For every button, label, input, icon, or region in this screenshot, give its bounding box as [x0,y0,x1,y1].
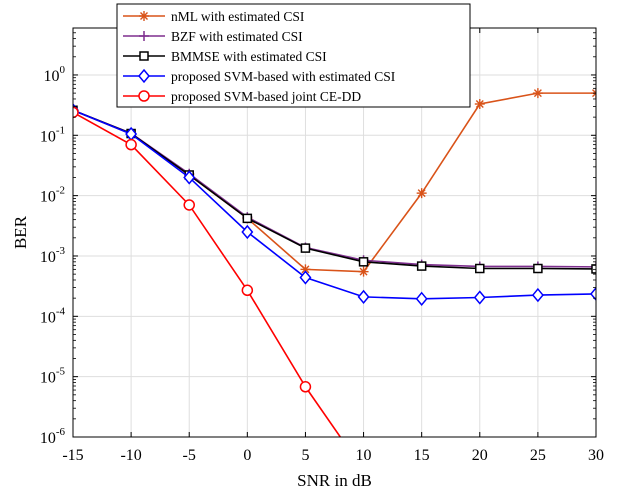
y-axis-title: BER [11,215,30,249]
square-marker [533,263,543,274]
legend-item: proposed SVM-based joint CE-DD [123,89,361,104]
asterisk-marker [416,188,427,199]
diamond-marker [473,290,486,305]
circle-marker [125,138,137,151]
y-tick-label: 10-1 [40,124,65,145]
plus-marker [139,31,149,41]
x-tick-label: 20 [472,447,488,464]
legend-box [116,3,471,108]
series-line [73,109,596,270]
asterisk-marker [474,99,485,110]
y-tick-labels: 100 10-1 10-2 10-3 10-4 10-5 10-6 [40,64,66,447]
y-tick-label: 100 [44,64,66,85]
x-tick-label: 10 [356,447,372,464]
x-tick-label: 15 [414,447,430,464]
legend-item: nML with estimated CSI [123,9,305,24]
circle-marker [73,106,79,119]
series-plus [73,105,596,272]
series-asterisk [73,88,596,277]
square-marker [300,243,311,253]
series-layer [73,88,596,437]
series-line [73,109,596,300]
legend-label: BMMSE with estimated CSI [171,49,327,64]
x-tick-label: -10 [120,447,141,464]
diamond-marker [590,286,596,302]
x-tick-label: -15 [62,447,83,464]
x-tick-label: 30 [588,447,604,464]
series-diamond [73,103,596,306]
y-tick-label: 10-6 [40,426,66,447]
legend-label: BZF with estimated CSI [171,29,303,44]
axis-ticks [72,27,597,438]
y-tick-label: 10-2 [40,185,65,206]
square-marker [139,51,149,61]
diamond-marker [241,224,254,240]
y-tick-label: 10-4 [40,305,66,326]
square-marker [475,263,485,274]
y-tick-label: 10-5 [40,366,66,387]
asterisk-marker [591,88,596,99]
series-circle [73,106,341,437]
circle-marker [241,284,254,297]
asterisk-marker [139,11,149,21]
legend-label: nML with estimated CSI [171,9,305,24]
diamond-marker [138,68,150,84]
series-line [73,92,596,273]
diamond-marker [183,170,196,185]
legend-label: proposed SVM-based joint CE-DD [171,89,361,104]
legend-item: BZF with estimated CSI [123,29,303,44]
diamond-marker [299,270,312,285]
series-square [73,105,596,274]
x-axis-title: SNR in dB [297,471,372,490]
diamond-marker [357,289,370,305]
x-tick-label: 25 [530,447,546,464]
x-tick-label: 5 [301,447,309,464]
diamond-marker [415,291,428,306]
x-tick-label: 0 [243,447,251,464]
y-tick-label: 10-3 [40,245,66,266]
series-line [73,111,341,437]
series-line [73,109,596,268]
legend-item: proposed SVM-based with estimated CSI [123,68,396,84]
legend-item: BMMSE with estimated CSI [123,49,327,64]
diamond-marker [531,287,544,303]
square-marker [358,257,369,267]
asterisk-marker [532,88,543,99]
x-tick-label: -5 [183,447,196,464]
x-tick-labels: -15 -10 -5 0 5 10 15 20 25 30 [62,447,604,464]
asterisk-marker [300,264,311,275]
square-marker [416,261,427,271]
legend-label: proposed SVM-based with estimated CSI [171,69,396,84]
circle-marker [138,90,150,102]
asterisk-marker [358,266,369,277]
circle-marker [299,381,312,393]
circle-marker [183,199,195,211]
square-marker [591,264,596,274]
legend: nML with estimated CSI BZF with estimated… [116,3,471,108]
square-marker [242,213,253,224]
